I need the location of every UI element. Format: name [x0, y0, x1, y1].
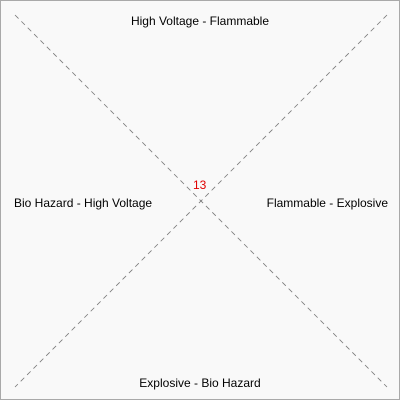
- region-bottom-label[interactable]: Explosive - Bio Hazard: [139, 376, 261, 390]
- region-top-label[interactable]: High Voltage - Flammable: [130, 14, 270, 28]
- region-right-label[interactable]: Flammable - Explosive: [266, 196, 388, 210]
- divider-line-top-right-to-bottom-left: [14, 14, 388, 388]
- region-left-label[interactable]: Bio Hazard - High Voltage: [14, 196, 153, 210]
- center-counter: 13: [193, 178, 207, 192]
